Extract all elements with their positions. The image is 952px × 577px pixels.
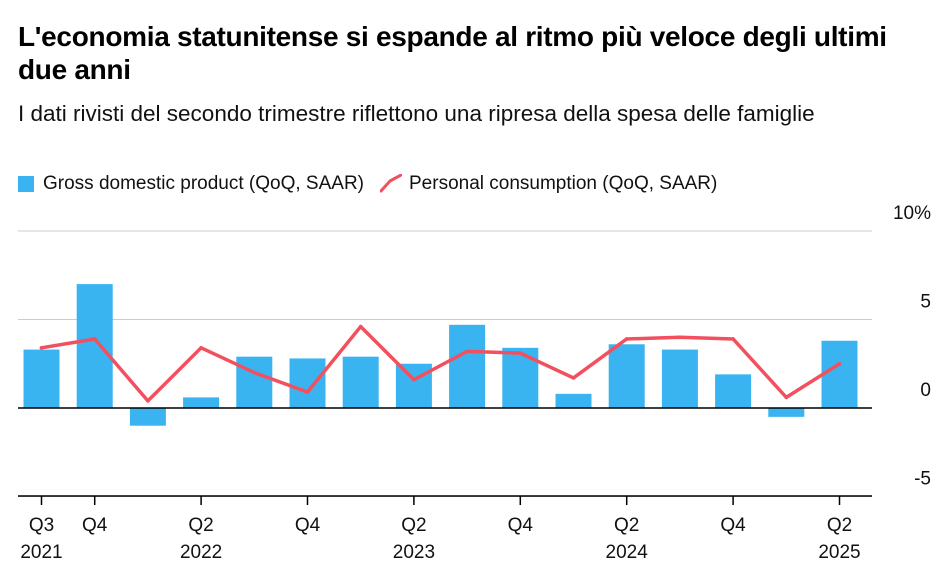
consumption-point [92, 337, 97, 341]
y-tick-label: -5 [914, 469, 931, 490]
consumption-point [412, 377, 416, 382]
x-tick-year-label: 2023 [393, 542, 435, 563]
consumption-point [465, 349, 469, 354]
consumption-point [199, 346, 203, 350]
x-tick-quarter-label: Q2 [614, 515, 639, 536]
consumption-point [571, 376, 576, 380]
x-tick-quarter-label: Q4 [295, 515, 321, 536]
consumption-point [678, 335, 682, 340]
chart-title: L'economia statunitense si espande al ri… [18, 21, 887, 85]
legend-label-gdp: Gross domestic product (QoQ, SAAR) [43, 173, 364, 194]
y-tick-label: 5 [920, 292, 931, 313]
consumption-line [39, 324, 842, 403]
x-tick-quarter-label: Q4 [720, 515, 746, 536]
gdp-bar [183, 397, 220, 408]
x-tick-quarter-label: Q2 [401, 515, 426, 536]
consumption-point [624, 337, 629, 341]
consumption-point [305, 390, 310, 394]
y-tick-label: 10% [893, 203, 931, 224]
gdp-bar [555, 393, 592, 408]
x-tick-quarter-label: Q2 [188, 515, 213, 536]
consumption-point [358, 324, 363, 329]
gdp-bar [715, 374, 752, 408]
x-tick-quarter-label: Q2 [827, 515, 852, 536]
x-tick-year-label: 2021 [20, 542, 62, 563]
gdp-bar [395, 363, 432, 408]
gdp-bar [76, 284, 113, 408]
consumption-point [39, 346, 44, 350]
y-tick-label: 0 [920, 380, 931, 401]
x-tick-year-label: 2024 [606, 542, 649, 563]
gdp-bar [608, 344, 645, 408]
gdp-bar [289, 358, 326, 408]
gdp-bar [502, 347, 539, 408]
gdp-bar [236, 356, 273, 408]
legend-item-consumption: Personal consumption (QoQ, SAAR) [380, 173, 717, 195]
legend: Gross domestic product (QoQ, SAAR) Perso… [18, 171, 733, 197]
x-tick-year-label: 2025 [818, 542, 860, 563]
gdp-bar [449, 324, 486, 408]
consumption-point [252, 370, 257, 375]
gdp-bar [821, 340, 858, 408]
consumption-point [784, 395, 789, 400]
legend-item-gdp: Gross domestic product (QoQ, SAAR) [18, 173, 364, 195]
consumption-point [731, 337, 735, 341]
x-tick-quarter-label: Q4 [82, 515, 108, 536]
x-tick-quarter-label: Q4 [508, 515, 534, 536]
gdp-bar [768, 408, 805, 417]
gdp-bar [23, 349, 60, 408]
chart-subtitle: I dati rivisti del secondo trimestre rif… [18, 101, 815, 126]
gdp-bar [661, 349, 698, 408]
line-swatch-icon [380, 174, 402, 193]
x-tick-quarter-label: Q3 [29, 515, 54, 536]
consumption-point [518, 351, 523, 355]
x-tick-year-label: 2022 [180, 542, 222, 563]
consumption-point [837, 361, 842, 366]
consumption-point [146, 399, 150, 403]
gdp-bar [129, 408, 166, 426]
gdp-bar [342, 356, 379, 408]
bar-swatch-icon [18, 176, 34, 192]
legend-label-consumption: Personal consumption (QoQ, SAAR) [409, 173, 718, 194]
